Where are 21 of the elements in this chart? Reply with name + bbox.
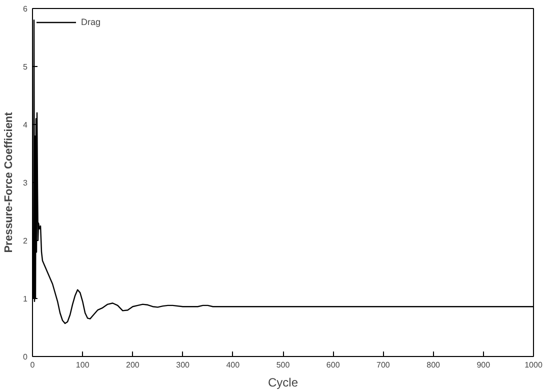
x-tick-label: 300 (176, 360, 190, 370)
x-tick-label: 1000 (524, 360, 543, 370)
x-tick-label: 200 (126, 360, 140, 370)
x-tick-label: 100 (76, 360, 90, 370)
y-tick-label: 6 (23, 4, 28, 14)
y-tick-label: 3 (23, 178, 28, 188)
x-tick-label: 700 (376, 360, 390, 370)
x-tick-label: 900 (476, 360, 491, 370)
x-tick-label: 0 (30, 360, 36, 370)
x-tick-label: 800 (426, 360, 441, 370)
y-tick-label: 1 (23, 294, 28, 304)
y-axis-title: Pressure-Force Coefficient (3, 112, 16, 253)
y-tick-label: 2 (23, 236, 28, 246)
legend-label: Drag (81, 17, 101, 27)
x-tick-label: 500 (276, 360, 290, 370)
x-axis-title: Cycle (268, 376, 298, 390)
y-tick-label: 5 (23, 62, 28, 72)
y-tick-label: 0 (23, 352, 28, 362)
x-tick-label: 400 (226, 360, 240, 370)
y-tick-label: 4 (23, 120, 28, 130)
x-tick-label: 600 (326, 360, 340, 370)
